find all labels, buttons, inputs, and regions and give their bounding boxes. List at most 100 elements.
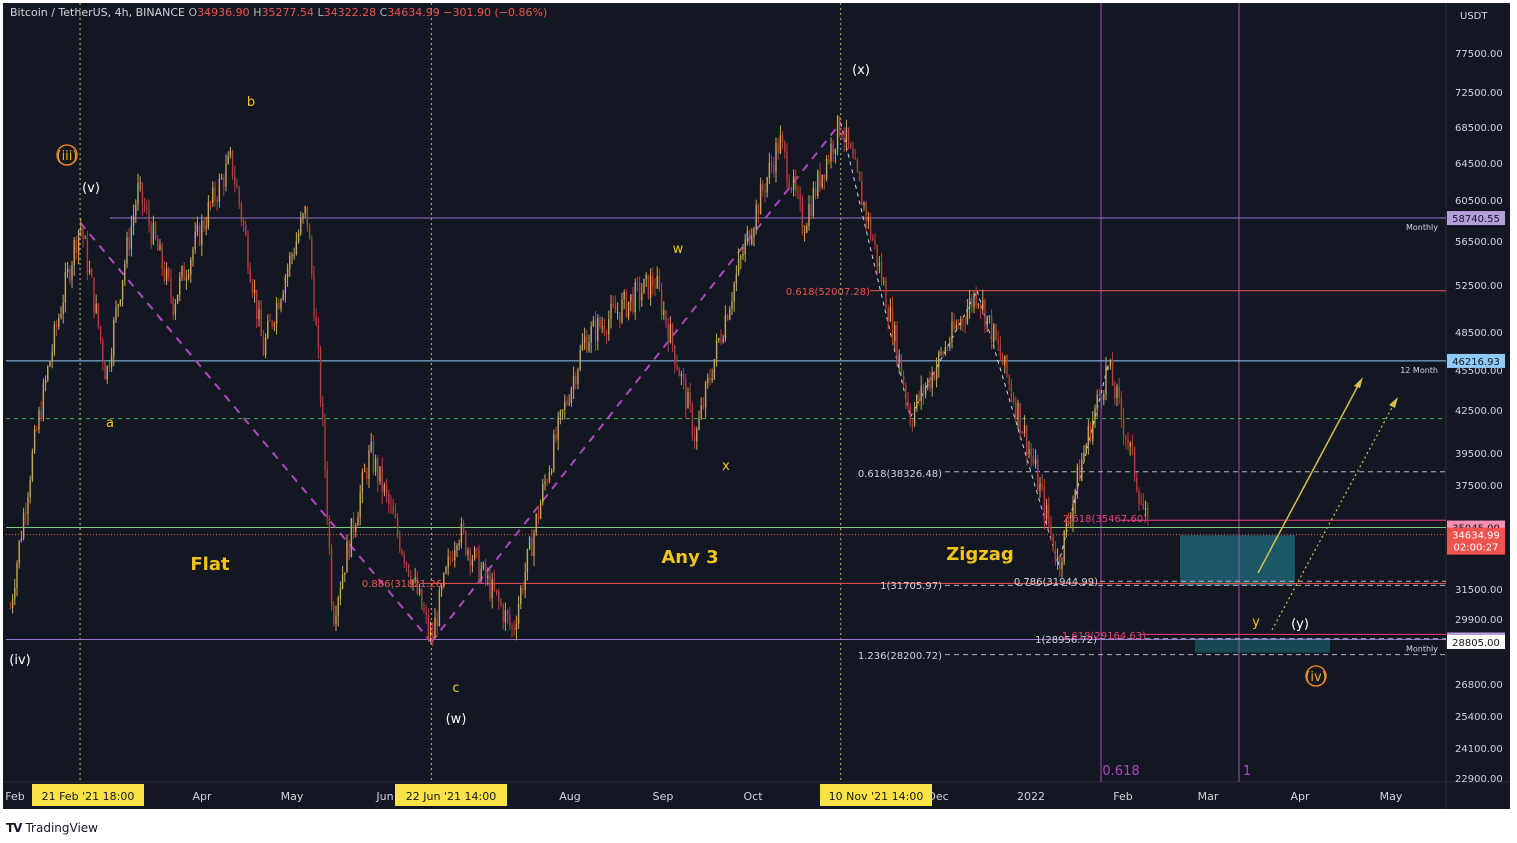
candle-body <box>957 324 960 326</box>
candle-body <box>91 269 93 278</box>
candle-body <box>1059 556 1061 569</box>
candle-body <box>484 562 487 579</box>
candle-body <box>517 604 520 625</box>
candle-body <box>632 294 634 313</box>
wave-label: (w) <box>446 712 467 727</box>
candle-body <box>58 318 60 328</box>
candle-body <box>1120 397 1123 418</box>
price-tick-label: 42500.00 <box>1455 406 1503 417</box>
projection-arrow <box>1257 381 1361 574</box>
candle-body <box>264 337 267 356</box>
candle-body <box>832 143 834 154</box>
candle-body <box>603 326 606 333</box>
candle-body <box>141 182 144 205</box>
candle-body <box>480 568 482 580</box>
candle-body <box>489 575 491 599</box>
candle-body <box>374 458 377 472</box>
candle-body <box>674 345 676 365</box>
candle-body <box>742 254 744 257</box>
candle-body <box>66 268 69 273</box>
candle-body <box>533 532 535 557</box>
candle-body <box>284 277 287 294</box>
candle-body <box>185 277 188 281</box>
time-highlight-label: 22 Jun '21 14:00 <box>406 790 496 803</box>
candle-body <box>425 611 427 615</box>
price-tick-label: 24100.00 <box>1455 744 1503 755</box>
candle-body <box>911 424 914 426</box>
candle-body <box>1004 355 1006 365</box>
price-tick-label: 29900.00 <box>1455 615 1503 626</box>
candle-body <box>16 563 18 588</box>
candle-body <box>9 607 12 609</box>
candle-body <box>163 269 166 281</box>
candle-body <box>715 339 718 360</box>
candle-body <box>159 244 161 251</box>
wave-label-circle <box>1305 665 1327 687</box>
candle-body <box>559 410 562 417</box>
candle-body <box>236 184 238 188</box>
tradingview-branding[interactable]: TV TradingView <box>6 821 98 835</box>
candle-body <box>553 434 555 471</box>
change-value: −301.90 (−0.86%) <box>443 6 548 19</box>
candle-body <box>370 441 372 451</box>
candle-body <box>590 326 592 343</box>
candle-body <box>654 286 656 289</box>
candle-body <box>777 143 779 154</box>
candle-body <box>579 350 581 370</box>
price-badge <box>1447 211 1505 226</box>
candle-body <box>889 306 892 322</box>
candle-body <box>1017 403 1019 420</box>
candle-body <box>308 226 311 240</box>
candle-body <box>964 322 966 324</box>
candle-body <box>88 269 91 273</box>
zone-label: Flat <box>190 554 230 575</box>
candle-body <box>93 277 95 313</box>
candle-body <box>293 254 295 256</box>
candle-body <box>119 299 122 305</box>
candle-body <box>207 202 210 227</box>
candle-body <box>696 429 698 442</box>
candle-body <box>634 282 636 313</box>
candle-body <box>825 159 828 180</box>
candle-body <box>36 429 38 431</box>
candle-body <box>960 318 962 326</box>
price-badge <box>1447 353 1505 368</box>
candle-body <box>295 241 298 255</box>
candle-body <box>62 302 64 315</box>
candle-body <box>491 578 493 599</box>
candle-body <box>1076 465 1079 490</box>
candle-body <box>95 303 97 313</box>
candle-body <box>291 254 293 256</box>
candle-body <box>861 181 863 206</box>
candle-body <box>1015 402 1017 420</box>
candle-body <box>753 228 755 238</box>
candle-body <box>643 279 645 294</box>
candle-body <box>966 309 969 324</box>
candle-body <box>823 174 826 180</box>
candle-body <box>357 517 359 526</box>
candle-body <box>385 484 388 494</box>
candle-body <box>509 615 511 626</box>
candle-body <box>869 216 872 238</box>
candle-body <box>379 466 381 482</box>
candle-body <box>473 548 476 560</box>
candle-body <box>1054 550 1057 562</box>
candle-body <box>267 320 269 338</box>
candle-body <box>1070 520 1072 522</box>
candle-body <box>918 395 920 402</box>
candle-body <box>850 144 852 149</box>
candle-body <box>949 342 951 348</box>
candle-body <box>350 518 353 558</box>
wave-connector-line <box>840 122 911 418</box>
candle-body <box>247 235 249 269</box>
candle-body <box>304 206 306 214</box>
candle-body <box>372 441 375 472</box>
candle-body <box>1083 452 1085 460</box>
candle-body <box>432 631 434 639</box>
candle-body <box>586 336 588 352</box>
candle-body <box>817 171 819 196</box>
candle-body <box>898 354 900 364</box>
candle-body <box>344 572 346 575</box>
